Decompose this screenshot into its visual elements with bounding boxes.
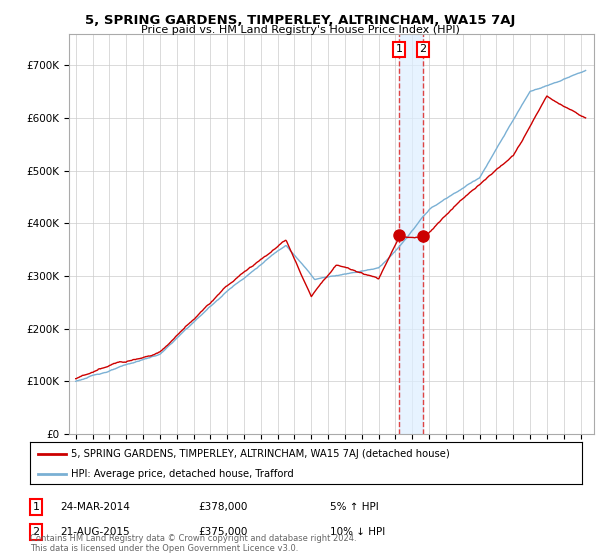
Text: 5, SPRING GARDENS, TIMPERLEY, ALTRINCHAM, WA15 7AJ (detached house): 5, SPRING GARDENS, TIMPERLEY, ALTRINCHAM… xyxy=(71,449,450,459)
Bar xyxy=(399,34,423,434)
Text: HPI: Average price, detached house, Trafford: HPI: Average price, detached house, Traf… xyxy=(71,469,294,479)
Text: Contains HM Land Registry data © Crown copyright and database right 2024.
This d: Contains HM Land Registry data © Crown c… xyxy=(30,534,356,553)
Text: 10% ↓ HPI: 10% ↓ HPI xyxy=(330,527,385,537)
Text: £378,000: £378,000 xyxy=(198,502,247,512)
Text: 1: 1 xyxy=(395,44,403,54)
Text: 24-MAR-2014: 24-MAR-2014 xyxy=(60,502,130,512)
Text: 5% ↑ HPI: 5% ↑ HPI xyxy=(330,502,379,512)
Text: £375,000: £375,000 xyxy=(198,527,247,537)
Text: 1: 1 xyxy=(32,502,40,512)
Text: 5, SPRING GARDENS, TIMPERLEY, ALTRINCHAM, WA15 7AJ: 5, SPRING GARDENS, TIMPERLEY, ALTRINCHAM… xyxy=(85,14,515,27)
Text: 2: 2 xyxy=(419,44,427,54)
Text: 21-AUG-2015: 21-AUG-2015 xyxy=(60,527,130,537)
Text: 2: 2 xyxy=(32,527,40,537)
Text: Price paid vs. HM Land Registry's House Price Index (HPI): Price paid vs. HM Land Registry's House … xyxy=(140,25,460,35)
